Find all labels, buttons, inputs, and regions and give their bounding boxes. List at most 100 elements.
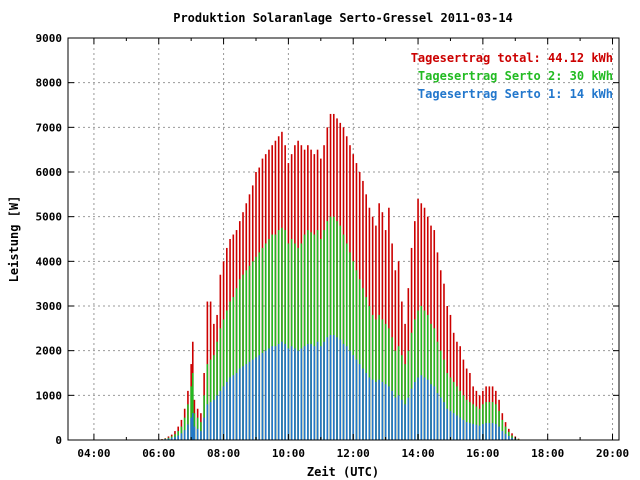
bar-serto1 [238,368,241,440]
bar-serto1 [339,339,342,440]
bar-serto1 [342,343,345,440]
x-tick-label: 20:00 [596,447,629,460]
bar-serto2 [394,350,397,440]
bar-serto1 [495,423,497,440]
y-tick-label: 7000 [36,121,63,134]
bar-serto2 [287,243,290,440]
y-tick-label: 0 [55,434,62,447]
bar-serto1 [439,397,442,440]
bar-serto2 [219,328,222,440]
bar-serto2 [300,243,303,440]
bar-serto2 [388,328,390,440]
bar-serto1 [294,348,296,440]
bar-serto2 [284,230,286,440]
bar-serto1 [465,422,468,440]
bar-serto2 [264,243,267,440]
y-tick-label: 2000 [36,345,63,358]
bar-serto2 [452,381,455,440]
bar-serto1 [329,335,332,440]
bar-serto1 [378,379,380,440]
bar-serto2 [307,230,309,440]
y-tick-label: 6000 [36,166,63,179]
bar-serto1 [358,364,361,440]
bar-serto2 [190,386,192,440]
bar-serto2 [294,243,296,440]
bar-serto1 [264,350,267,440]
x-tick-label: 06:00 [142,447,175,460]
bar-serto1 [365,373,367,440]
bar-serto1 [394,397,397,440]
bar-serto2 [365,297,367,440]
bar-serto1 [469,423,471,440]
bar-serto1 [449,410,452,440]
bar-serto2 [420,306,423,440]
bar-serto1 [177,435,179,440]
bar-serto2 [235,288,238,440]
bar-serto1 [277,343,280,440]
bar-serto2 [368,306,371,440]
bar-serto2 [332,216,335,440]
bar-serto2 [443,359,445,440]
bar-serto1 [423,377,426,440]
bar-serto1 [508,435,510,440]
bar-serto2 [187,404,189,440]
bar-serto1 [478,425,481,440]
bar-serto1 [320,346,322,440]
legend-entry-serto-1: Tagesertrag Serto 1: 14 kWh [418,87,613,101]
bar-serto2 [498,410,500,440]
bar-serto1 [206,404,209,440]
bar-serto1 [274,346,277,440]
bar-serto2 [404,364,406,440]
bar-serto2 [446,373,449,440]
bar-serto1 [462,419,465,440]
bar-serto1 [255,357,257,440]
bar-serto1 [384,384,387,440]
chart-title: Produktion Solaranlage Serto-Gressel 201… [173,11,513,25]
bar-serto1 [300,348,303,440]
bar-serto1 [183,430,186,440]
bar-serto1 [297,350,299,440]
bar-serto1 [203,417,205,440]
bar-serto1 [209,402,212,440]
bar-serto2 [426,314,429,440]
bar-serto2 [290,239,293,440]
bar-serto2 [491,402,494,440]
bar-serto1 [475,424,478,440]
bar-serto1 [219,390,222,440]
bar-serto2 [229,301,231,440]
bar-serto2 [196,417,199,440]
bar-serto2 [358,279,361,440]
bar-serto1 [436,393,439,440]
bar-serto2 [277,230,280,440]
bar-serto1 [190,417,192,440]
bar-serto2 [465,399,468,440]
bar-serto2 [342,234,345,440]
bar-serto1 [235,373,238,440]
bar-serto1 [417,377,419,440]
bar-serto2 [449,377,452,440]
bar-serto2 [258,252,261,440]
bar-serto2 [397,346,400,440]
bar-serto1 [352,355,355,440]
bar-serto1 [362,368,364,440]
bar-serto1 [420,375,423,440]
y-tick-label: 8000 [36,77,63,90]
y-tick-label: 5000 [36,211,63,224]
bar-serto2 [251,261,254,440]
bar-serto2 [339,225,342,440]
bar-serto2 [423,310,426,440]
bar-serto1 [446,408,449,440]
bar-serto1 [345,346,348,440]
bar-serto2 [329,216,332,440]
bar-serto2 [478,408,481,440]
y-tick-label: 4000 [36,255,63,268]
bar-serto1 [174,436,176,440]
bar-serto1 [242,366,244,440]
x-tick-label: 14:00 [401,447,434,460]
bar-serto2 [297,247,299,440]
bar-serto1 [326,337,329,440]
bar-serto1 [504,433,507,440]
bar-serto1 [401,399,403,440]
bar-serto1 [251,359,254,440]
